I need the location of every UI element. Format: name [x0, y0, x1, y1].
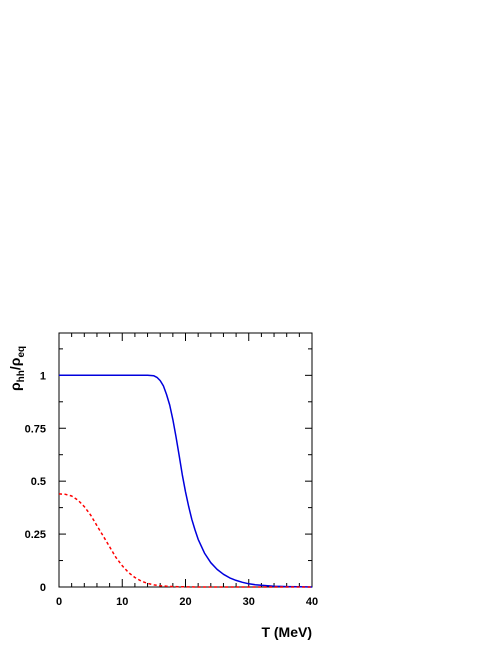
- y-axis-title-slash: /ρ: [7, 357, 23, 370]
- y-axis-title-sub2: eq: [16, 346, 27, 358]
- y-axis: 0 0.25 0.5 0.75 1: [25, 348, 312, 594]
- x-tick-label: 20: [179, 596, 191, 608]
- plot-frame: [58, 332, 313, 588]
- y-axis-title-sub1: hh: [16, 370, 27, 382]
- x-tick-label: 30: [243, 596, 255, 608]
- y-tick-label: 0.25: [25, 529, 46, 541]
- y-tick-label: 0.5: [31, 476, 46, 488]
- x-tick-label: 0: [56, 596, 62, 608]
- x-axis-title: T (MeV): [261, 624, 312, 640]
- y-tick-label: 0.75: [25, 423, 46, 435]
- x-axis: 0 10 20 30 40: [56, 333, 318, 608]
- x-tick-label: 40: [306, 596, 318, 608]
- x-tick-label: 10: [116, 596, 128, 608]
- y-axis-title-main: ρ: [7, 382, 23, 391]
- y-tick-label: 1: [40, 370, 46, 382]
- series-layer: [58, 374, 313, 588]
- svg-text:ρhh/ρeq: ρhh/ρeq: [7, 346, 27, 391]
- y-axis-title: ρhh/ρeq: [7, 346, 27, 391]
- y-tick-label: 0: [40, 582, 46, 594]
- series-line-2: [58, 493, 312, 588]
- series-line-1: [59, 374, 313, 588]
